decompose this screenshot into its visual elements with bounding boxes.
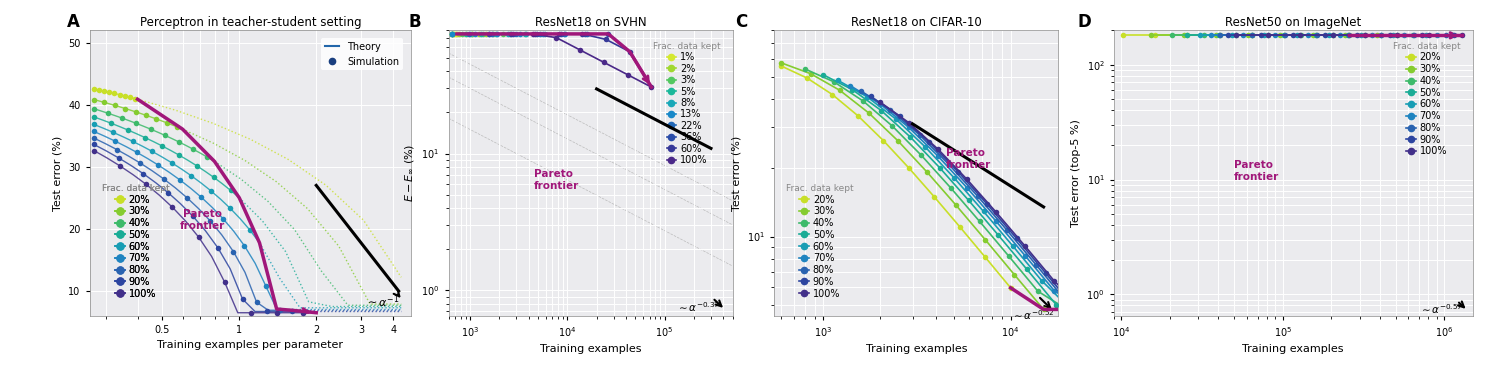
Text: $\sim\alpha^{-0.52}$: $\sim\alpha^{-0.52}$ — [1011, 309, 1054, 322]
Text: Pareto
frontier: Pareto frontier — [945, 148, 991, 170]
Title: Perceptron in teacher-student setting: Perceptron in teacher-student setting — [139, 16, 362, 29]
Text: Pareto
frontier: Pareto frontier — [181, 209, 226, 231]
Y-axis label: Test error (top-5 %): Test error (top-5 %) — [1070, 119, 1081, 227]
Legend: 1%, 2%, 3%, 5%, 8%, 13%, 22%, 36%, 60%, 100%: 1%, 2%, 3%, 5%, 8%, 13%, 22%, 36%, 60%, … — [649, 38, 725, 169]
Text: $\sim\alpha^{-1}$: $\sim\alpha^{-1}$ — [365, 293, 399, 310]
Text: $\sim\alpha^{-0.37}$: $\sim\alpha^{-0.37}$ — [676, 300, 719, 314]
Text: C: C — [734, 13, 748, 31]
X-axis label: Training examples: Training examples — [540, 344, 641, 354]
Text: A: A — [67, 13, 81, 31]
Y-axis label: Test error (%): Test error (%) — [52, 135, 63, 211]
Title: ResNet18 on CIFAR-10: ResNet18 on CIFAR-10 — [851, 16, 982, 29]
Title: ResNet18 on SVHN: ResNet18 on SVHN — [535, 16, 646, 29]
Legend: 20%, 30%, 40%, 50%, 60%, 70%, 80%, 90%, 100%: 20%, 30%, 40%, 50%, 60%, 70%, 80%, 90%, … — [782, 180, 858, 302]
Text: D: D — [1078, 13, 1091, 31]
X-axis label: Training examples: Training examples — [1242, 344, 1344, 354]
Legend: 20%, 30%, 40%, 50%, 60%, 70%, 80%, 90%, 100%: 20%, 30%, 40%, 50%, 60%, 70%, 80%, 90%, … — [1389, 38, 1464, 160]
Text: Pareto
frontier: Pareto frontier — [534, 170, 579, 191]
Text: $\sim\alpha^{-0.57}$: $\sim\alpha^{-0.57}$ — [1419, 302, 1462, 315]
Y-axis label: $E - E_\infty$ (%): $E - E_\infty$ (%) — [402, 144, 416, 202]
Title: ResNet50 on ImageNet: ResNet50 on ImageNet — [1224, 16, 1362, 29]
Text: Pareto
frontier: Pareto frontier — [1233, 160, 1280, 182]
X-axis label: Training examples per parameter: Training examples per parameter — [157, 340, 344, 350]
X-axis label: Training examples: Training examples — [866, 344, 967, 354]
Text: B: B — [408, 13, 422, 31]
Y-axis label: Test error (%): Test error (%) — [731, 135, 742, 211]
Legend: 20%, 30%, 40%, 50%, 60%, 70%, 80%, 90%, 100%: 20%, 30%, 40%, 50%, 60%, 70%, 80%, 90%, … — [97, 180, 173, 302]
